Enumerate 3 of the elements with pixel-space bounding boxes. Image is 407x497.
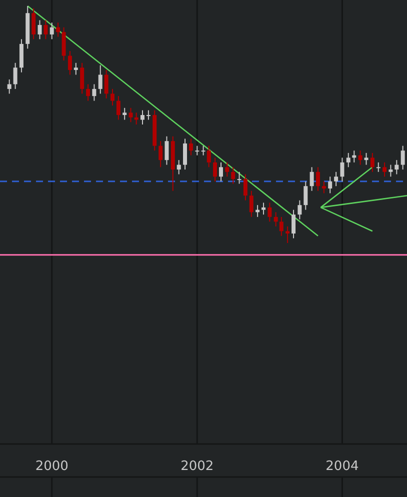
x-tick-label: 2000 (35, 459, 68, 474)
x-tick-label: 2002 (180, 459, 214, 474)
x-tick-label: 2004 (326, 459, 359, 474)
